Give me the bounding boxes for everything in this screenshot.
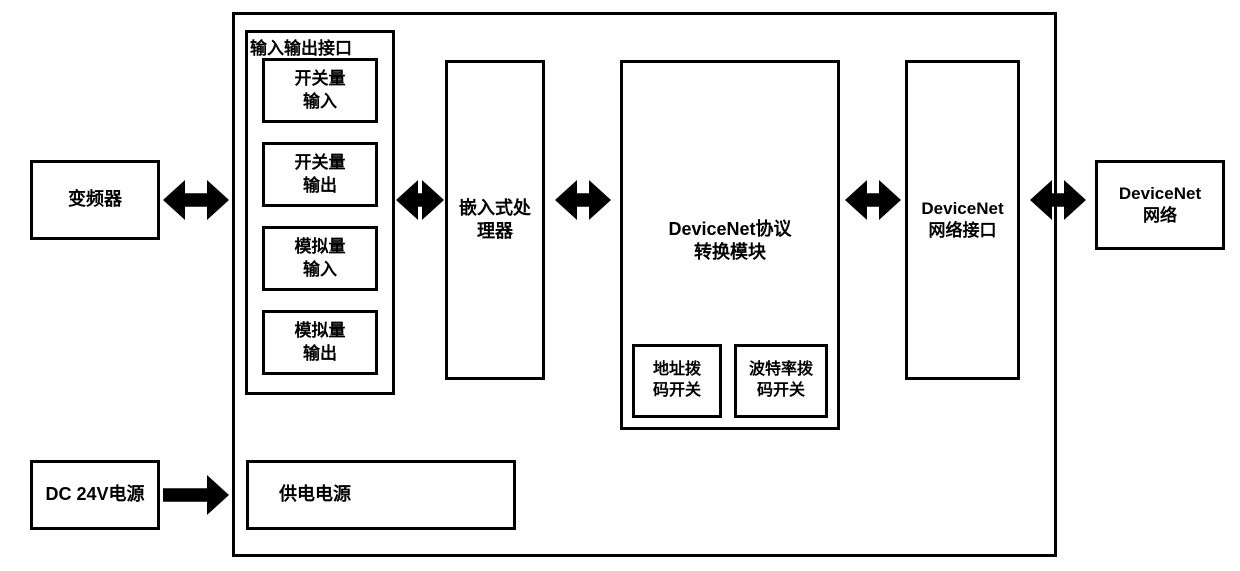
block-net-if: DeviceNet 网络接口: [905, 60, 1020, 380]
label-processor: 嵌入式处 理器: [459, 197, 531, 244]
block-do: 开关量 输出: [262, 142, 378, 207]
block-dc24v: DC 24V电源: [30, 460, 160, 530]
io-header: 输入输出接口: [250, 34, 352, 59]
arrow-dc24v-power: [163, 475, 229, 515]
arrow-netif-net: [1030, 180, 1086, 220]
block-ai: 模拟量 输入: [262, 226, 378, 291]
block-baud-switch: 波特率拨 码开关: [734, 344, 828, 418]
block-ao: 模拟量 输出: [262, 310, 378, 375]
label-power: 供电电源: [279, 483, 351, 506]
label-net: DeviceNet 网络: [1119, 183, 1201, 227]
label-dc24v: DC 24V电源: [45, 483, 144, 506]
block-net: DeviceNet 网络: [1095, 160, 1225, 250]
label-di: 开关量 输入: [295, 68, 346, 112]
block-power: 供电电源: [246, 460, 516, 530]
block-inverter: 变频器: [30, 160, 160, 240]
arrow-inverter-io: [163, 180, 229, 220]
label-net-if: DeviceNet 网络接口: [921, 198, 1003, 242]
arrow-processor-protocol: [555, 180, 611, 220]
label-inverter: 变频器: [68, 188, 122, 211]
block-addr-switch: 地址拨 码开关: [632, 344, 722, 418]
label-baud-switch: 波特率拨 码开关: [749, 360, 813, 402]
label-addr-switch: 地址拨 码开关: [653, 360, 701, 402]
label-protocol: DeviceNet协议 转换模块: [668, 218, 791, 265]
arrow-protocol-netif: [845, 180, 901, 220]
arrow-io-processor: [396, 180, 444, 220]
label-do: 开关量 输出: [295, 152, 346, 196]
label-ai: 模拟量 输入: [295, 236, 346, 280]
diagram-canvas: 变频器 DC 24V电源 输入输出接口 开关量 输入 开关量 输出 模拟量 输入…: [0, 0, 1240, 571]
label-ao: 模拟量 输出: [295, 320, 346, 364]
block-di: 开关量 输入: [262, 58, 378, 123]
block-processor: 嵌入式处 理器: [445, 60, 545, 380]
